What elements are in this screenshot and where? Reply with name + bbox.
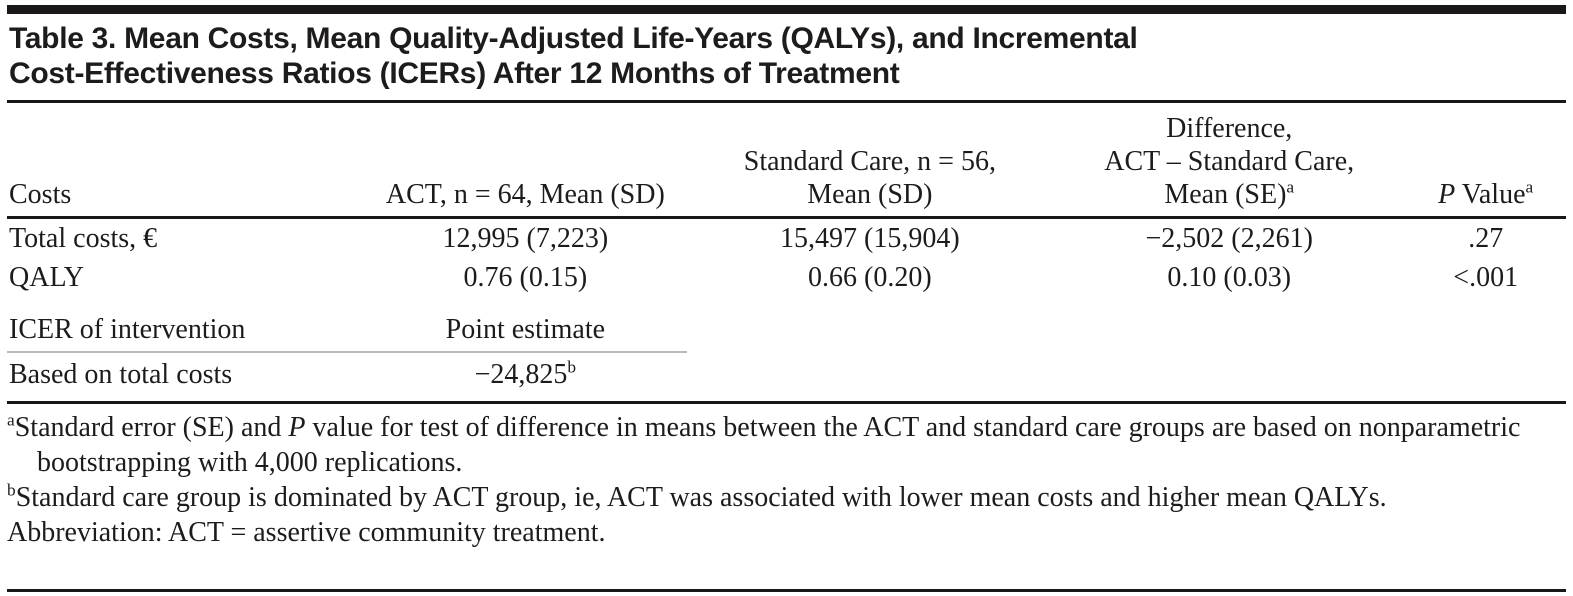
cell-act-total-costs: 12,995 (7,223) — [442, 223, 609, 254]
cell-p-value-total-costs: .27 — [1468, 223, 1504, 254]
row-label: Based on total costs — [7, 352, 364, 404]
difference-line1: Difference, — [1166, 113, 1293, 144]
table-row-icer-section: ICER of intervention Point estimate — [7, 297, 1566, 353]
p-italic: P — [1438, 179, 1456, 210]
column-header-difference: Difference, ACT – Standard Care, Mean (S… — [1053, 103, 1406, 219]
footnote-a: aStandard error (SE) and P value for tes… — [7, 410, 1521, 478]
empty-cell — [686, 352, 1054, 404]
table-title-line2: Cost-Effectiveness Ratios (ICERs) After … — [9, 57, 900, 90]
table-row-qaly: QALY 0.76 (0.15) 0.66 (0.20) 0.10 (0.03)… — [7, 258, 1566, 297]
p-italic: P — [288, 412, 306, 443]
footnote-marker-a: a — [1525, 177, 1534, 197]
standard-care-line1: Standard Care, n = 56, — [743, 146, 996, 177]
cost-effectiveness-table: Costs ACT, n = 64, Mean (SD) Standard Ca… — [7, 103, 1566, 404]
cell-standard-care-qaly: 0.66 (0.20) — [808, 262, 932, 293]
cell-icer-point-estimate: −24,825b — [364, 352, 687, 404]
difference-line3: Mean (SE)a — [1164, 177, 1295, 210]
header-row: Costs ACT, n = 64, Mean (SD) Standard Ca… — [7, 103, 1566, 219]
icer-section-label: ICER of intervention — [7, 297, 364, 353]
empty-cell — [1405, 352, 1566, 404]
footnotes: aStandard error (SE) and P value for tes… — [7, 410, 1566, 550]
table-title: Table 3. Mean Costs, Mean Quality-Adjust… — [9, 21, 1564, 91]
empty-cell — [1053, 352, 1406, 404]
title-rule — [7, 100, 1566, 103]
table-title-line1: Table 3. Mean Costs, Mean Quality-Adjust… — [9, 22, 1138, 55]
footnote-marker-a: a — [1286, 177, 1295, 197]
row-label: QALY — [9, 262, 84, 293]
table-row-based-on-total-costs: Based on total costs −24,825b — [7, 352, 1566, 404]
cell-difference-total-costs: −2,502 (2,261) — [1145, 223, 1313, 254]
bottom-rule — [7, 589, 1566, 592]
cell-p-value-qaly: <.001 — [1453, 262, 1519, 293]
column-header-standard-care: Standard Care, n = 56, Mean (SD) — [686, 103, 1054, 219]
footnote-b-marker: b — [7, 480, 16, 500]
cell-act-qaly: 0.76 (0.15) — [463, 262, 588, 293]
column-header-act: ACT, n = 64, Mean (SD) — [364, 103, 687, 219]
empty-cell — [687, 297, 1053, 352]
column-header-p-value: P Valuea — [1405, 103, 1566, 219]
standard-care-line2: Mean (SD) — [807, 179, 933, 210]
empty-cell — [1405, 297, 1566, 352]
icer-subheader-point-estimate: Point estimate — [364, 297, 687, 353]
abbreviation-note: Abbreviation: ACT = assertive community … — [7, 517, 606, 548]
column-header-costs: Costs — [7, 103, 364, 219]
footnote-a-marker: a — [7, 410, 15, 430]
table-row-total-costs: Total costs, € 12,995 (7,223) 15,497 (15… — [7, 218, 1566, 259]
empty-cell — [1053, 297, 1405, 352]
top-heavy-rule — [7, 5, 1566, 14]
difference-line2: ACT – Standard Care, — [1104, 146, 1355, 177]
footnote-marker-b: b — [567, 357, 577, 377]
row-label: Total costs, € — [9, 223, 158, 254]
cell-difference-qaly: 0.10 (0.03) — [1167, 262, 1292, 293]
footnote-b: bStandard care group is dominated by ACT… — [7, 480, 1387, 513]
cell-standard-care-total-costs: 15,497 (15,904) — [780, 223, 960, 254]
